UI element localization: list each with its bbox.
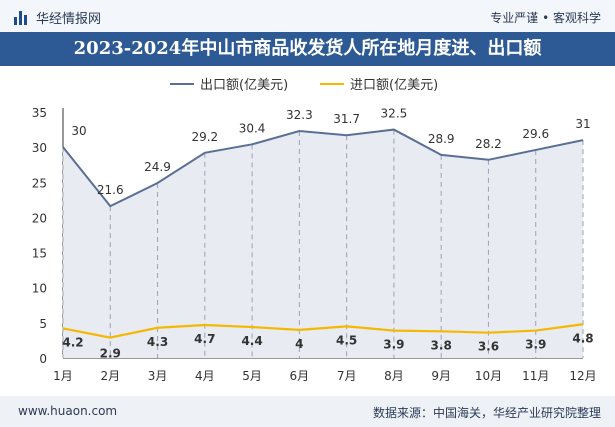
y-tick-label: 15 (32, 247, 47, 261)
import-data-label: 4.5 (336, 333, 357, 347)
chart-area: 出口额(亿美元) 进口额(亿美元) 0 5 10 15 20 25 30 35 30 21.6 24.9… (0, 66, 615, 396)
y-tick-label: 30 (32, 141, 47, 155)
brand[interactable]: 华经情报网 (14, 8, 101, 27)
y-tick-label: 5 (39, 317, 47, 331)
export-data-label: 30 (71, 124, 86, 138)
tagline: 专业严谨 • 客观科学 (490, 11, 601, 25)
export-area (63, 129, 583, 358)
import-data-label: 3.9 (383, 338, 404, 352)
line-chart: 出口额(亿美元) 进口额(亿美元) 0 5 10 15 20 25 30 35 30 21.6 24.9… (32, 78, 597, 383)
import-data-label: 4.3 (147, 335, 168, 349)
x-tick-label: 4月 (195, 369, 215, 383)
import-line (62, 323, 584, 339)
y-tick-label: 10 (32, 282, 47, 296)
export-line (62, 128, 584, 208)
top-bar: 华经情报网 专业严谨 • 客观科学 (0, 0, 615, 32)
x-tick-label: 12月 (569, 369, 596, 383)
import-data-label: 4.8 (572, 331, 593, 345)
export-data-label: 31 (575, 117, 590, 131)
export-data-label: 24.9 (144, 160, 171, 174)
import-data-label: 4.4 (241, 334, 262, 348)
x-tick-label: 8月 (384, 369, 404, 383)
y-tick-label: 20 (32, 211, 47, 225)
x-tick-label: 5月 (242, 369, 262, 383)
brand-name: 华经情报网 (36, 12, 102, 27)
website-link[interactable]: www.huaon.com (18, 404, 118, 418)
y-tick-label: 35 (32, 106, 47, 120)
export-data-label: 32.3 (286, 108, 313, 122)
x-tick-label: 6月 (290, 369, 310, 383)
export-data-label: 21.6 (97, 183, 124, 197)
legend-label: 进口额(亿美元) (350, 78, 438, 93)
legend-label: 出口额(亿美元) (200, 78, 288, 93)
import-data-label: 3.9 (525, 338, 546, 352)
import-data-label: 3.8 (431, 338, 452, 352)
export-data-label: 30.4 (239, 121, 266, 135)
export-data-label: 29.2 (191, 130, 218, 144)
y-tick-label: 25 (32, 176, 47, 190)
export-data-label: 28.2 (475, 137, 502, 151)
export-data-label: 31.7 (333, 112, 360, 126)
footer: www.huaon.com 数据来源：中国海关，华经产业研究院整理 (0, 396, 615, 427)
import-data-label: 4 (295, 337, 303, 351)
export-data-label: 32.5 (381, 107, 408, 121)
x-tick-label: 10月 (475, 369, 502, 383)
x-tick-label: 2月 (100, 369, 120, 383)
x-tick-label: 3月 (148, 369, 168, 383)
x-tick-label: 11月 (522, 369, 549, 383)
export-data-label: 28.9 (428, 132, 455, 146)
import-data-label: 4.2 (62, 335, 83, 349)
chart-title: 2023-2024年中山市商品收发货人所在地月度进、出口额 (0, 32, 615, 66)
x-tick-label: 1月 (53, 369, 73, 383)
bar-logo-icon (14, 10, 30, 25)
x-tick-label: 7月 (337, 369, 357, 383)
y-tick-label: 0 (39, 352, 47, 366)
import-data-label: 4.7 (194, 332, 215, 346)
export-data-label: 29.6 (522, 127, 549, 141)
x-tick-label: 9月 (431, 369, 451, 383)
import-data-label: 3.6 (478, 340, 499, 354)
import-data-label: 2.9 (100, 347, 121, 361)
data-source: 数据来源：中国海关，华经产业研究院整理 (372, 406, 601, 420)
